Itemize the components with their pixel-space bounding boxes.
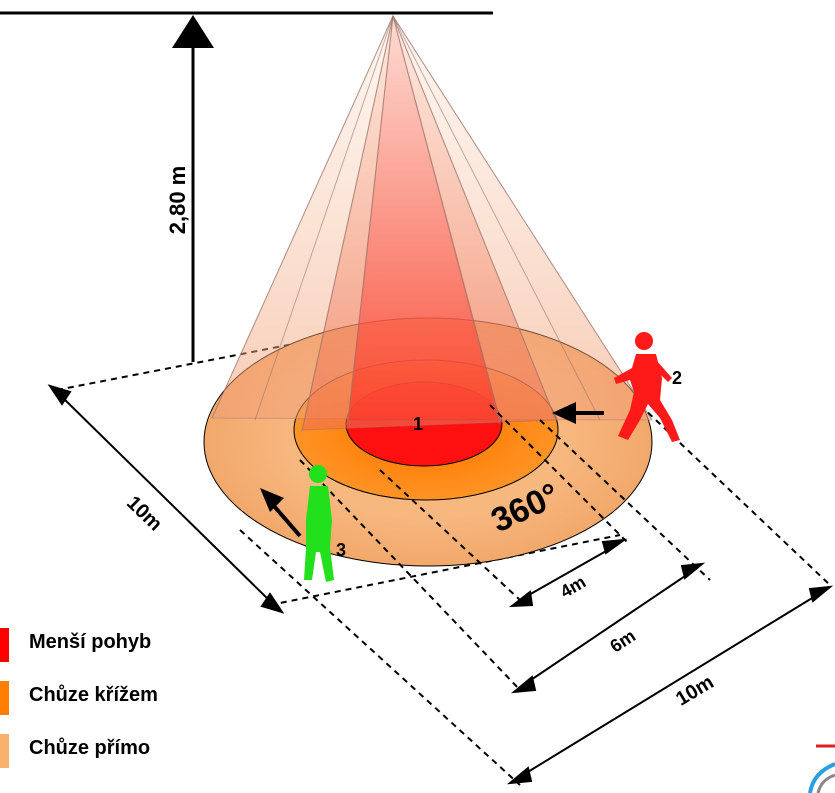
- dim-outer-label: 10m: [672, 671, 718, 710]
- height-label: 2,80 m: [165, 166, 190, 235]
- dim-footprint-label: 10m: [122, 492, 166, 536]
- walker-cross-figure: [614, 332, 680, 442]
- dim-outer: [506, 585, 834, 785]
- legend-label: Chůze přímo: [29, 737, 151, 759]
- logo-fragment: [808, 744, 835, 793]
- legend-label: Menší pohyb: [29, 631, 152, 653]
- projection-lines: [239, 404, 831, 786]
- zone-1-label: 1: [413, 414, 423, 434]
- legend-item-cross-walk: Chůze křížem: [0, 681, 260, 715]
- height-arrow: [172, 15, 214, 362]
- footprint-outline: [56, 329, 621, 606]
- walker-direct-figure: [304, 465, 334, 582]
- dim-footprint: [47, 384, 285, 614]
- dim-middle-label: 6m: [606, 625, 639, 656]
- legend-swatch: [0, 628, 9, 662]
- dim-inner: [508, 538, 628, 608]
- cone-edges: [211, 15, 653, 433]
- dim-middle: [510, 562, 706, 694]
- legend-swatch: [0, 681, 9, 715]
- legend-item-small-motion: Menší pohyb: [0, 628, 260, 662]
- legend-swatch: [0, 734, 9, 768]
- walker-direct-label: 3: [336, 540, 346, 560]
- walker-cross-arrow: [552, 402, 604, 424]
- walker-cross-label: 2: [672, 368, 682, 388]
- legend: Menší pohyb Chůze křížem Chůze přímo: [0, 628, 260, 787]
- legend-label: Chůze křížem: [29, 684, 158, 706]
- walker-direct-arrow: [260, 488, 302, 538]
- legend-item-direct-walk: Chůze přímo: [0, 734, 260, 768]
